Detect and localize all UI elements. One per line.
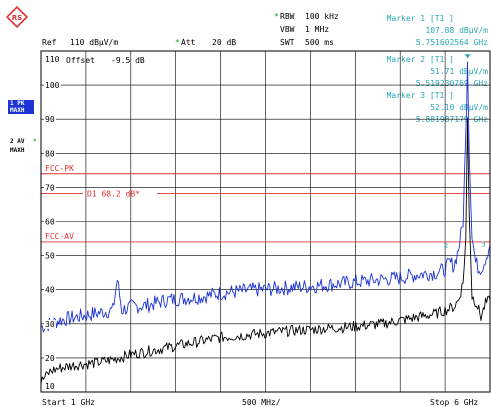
traces [40, 61, 491, 384]
rbw-star: * [274, 12, 279, 21]
marker-1-freq: 5.751602564 GHz [415, 38, 488, 47]
y-tick-label-backing [44, 285, 56, 295]
limit-line-label: FCC-PK [45, 164, 74, 173]
y-tick-label-backing [44, 81, 61, 91]
y-tick-label: 70 [45, 183, 55, 192]
trace-line [40, 118, 491, 384]
limit-lines: FCC-PK FCC-AV D1 68.2 dB* [41, 164, 490, 243]
att-label: Att [181, 38, 196, 47]
start-frequency: Start 1 GHz [42, 398, 95, 407]
rs-logo-icon: RS [6, 6, 29, 29]
ref-value: 110 dBµV/m [70, 38, 119, 47]
display-line-label: D1 68.2 dB* [87, 190, 140, 199]
trace-2-star: * [33, 138, 37, 145]
y-tick-label: 100 [45, 81, 60, 90]
trace-2-mode: 2 AV [10, 138, 25, 145]
y-tick-label-backing [44, 217, 56, 227]
att-value: 20 dB [212, 38, 237, 47]
y-tick-label: 50 [45, 252, 55, 261]
marker-2-title: Marker 2 [T1 ] [386, 55, 454, 64]
offset-label: Offset [66, 56, 95, 65]
offset-value: -9.5 dB [111, 56, 145, 65]
plot-frame [40, 50, 491, 393]
y-tick-label-backing [44, 115, 56, 125]
marker-2-level: 51.71 dBµV/m [430, 67, 488, 76]
marker-2-freq: 5.519230769 GHz [415, 79, 488, 88]
marker-1-symbol [464, 54, 471, 59]
y-tick-label-backing [44, 183, 56, 193]
vbw-label: VBW [280, 25, 295, 34]
y-tick-label: 40 [45, 286, 55, 295]
marker-3-freq: 5.881987179 GHz [415, 115, 488, 124]
marker-3-title: Marker 3 [T1 ] [386, 91, 454, 100]
marker-1-title: Marker 1 [T1 ] [386, 14, 454, 23]
y-tick-label-backing [44, 353, 56, 363]
trace-1-detector: MAXH [10, 107, 25, 114]
trace-1-badge: 1 PK MAXH [8, 100, 34, 114]
span-per-division: 500 MHz/ [242, 398, 281, 407]
marker-2-symbol: 2 [444, 242, 448, 250]
ref-label: Ref [42, 38, 57, 47]
marker-3-symbol: 3 [481, 240, 485, 248]
y-tick-label-backing [44, 251, 56, 261]
y-tick-label-backing [44, 319, 56, 329]
trace-1-mode: 1 PK [10, 100, 25, 107]
vbw-value: 1 MHz [305, 25, 330, 34]
marker-3-level: 52.10 dBµV/m [430, 103, 488, 112]
rbw-label: RBW [280, 12, 295, 21]
stop-frequency: Stop 6 GHz [430, 398, 479, 407]
marker-1-level: 107.88 dBµV/m [425, 26, 488, 35]
y-tick-label: 90 [45, 115, 55, 124]
swt-value: 500 ms [305, 38, 334, 47]
y-tick-label: 80 [45, 149, 55, 158]
svg-text:RS: RS [12, 14, 22, 22]
plot-grid [41, 51, 490, 392]
limit-line-label: FCC-AV [45, 232, 74, 241]
rbw-value: 100 kHz [305, 12, 339, 21]
att-star: * [175, 38, 180, 47]
y-tick-label: 10 [45, 382, 55, 391]
y-tick-label: 110 [45, 55, 60, 64]
y-tick-label: 60 [45, 218, 55, 227]
y-tick-label: 20 [45, 354, 55, 363]
swt-label: SWT [280, 38, 295, 47]
y-tick-label-backing [44, 149, 56, 159]
trace-line [40, 61, 491, 333]
y-tick-label: 30 [45, 320, 55, 329]
trace-2-detector: MAXH [10, 147, 25, 154]
y-tick-labels: 110 100 90 80 70 60 50 40 30 20 10 [44, 55, 61, 391]
